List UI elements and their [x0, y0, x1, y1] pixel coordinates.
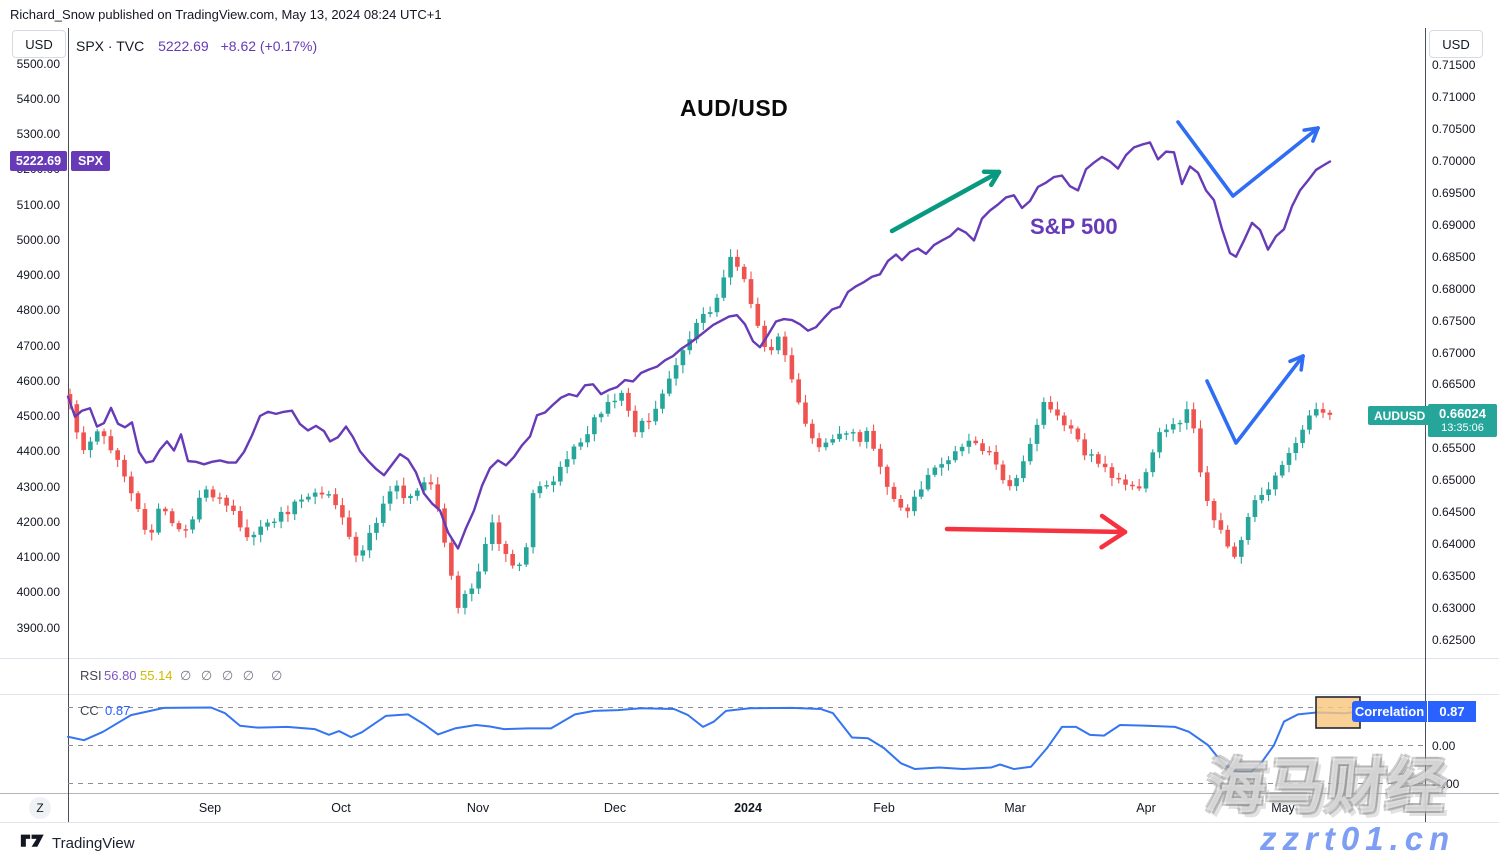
time-axis-label: May — [1271, 801, 1295, 815]
cc-label[interactable]: CC — [80, 703, 99, 718]
left-axis-tick: 5500.00 — [16, 56, 60, 71]
time-axis-label: Oct — [331, 801, 351, 815]
correlation-badge-label: Correlation — [1352, 701, 1427, 722]
left-axis-tick: 4300.00 — [16, 479, 60, 494]
rsi-empty-value-single: ∅ — [271, 668, 283, 683]
right-axis-tick: 0.67500 — [1432, 313, 1476, 328]
symbol-price: 5222.69 — [158, 38, 209, 54]
green-up-arrow — [889, 169, 1002, 234]
correlation-line — [67, 706, 1353, 774]
left-axis-tick: 4400.00 — [16, 444, 60, 459]
symbol-header[interactable]: SPX · TVC 5222.69 +8.62 (+0.17%) — [76, 38, 317, 54]
left-axis-tick: 5400.00 — [16, 91, 60, 106]
correlation-badge-value: 0.87 — [1428, 701, 1476, 722]
audusd-candles — [67, 249, 1333, 615]
left-axis-tick: 4100.00 — [16, 550, 60, 564]
right-axis-tick: 0.70500 — [1432, 121, 1476, 136]
left-axis-tick: 4500.00 — [16, 409, 60, 423]
left-axis-tick: 3900.00 — [16, 620, 60, 635]
blue-check-arrow-top — [1176, 120, 1320, 198]
right-axis-tick: 0.69000 — [1432, 217, 1476, 232]
tradingview-logo[interactable]: TradingView — [20, 831, 135, 856]
time-axis-label: Mar — [1004, 801, 1026, 815]
right-axis-tick: 0.64000 — [1432, 537, 1476, 552]
tradingview-brand-text: TradingView — [52, 835, 135, 852]
audusd-tag-badge: AUDUSD — [1368, 406, 1432, 425]
blue-check-arrow-price — [1205, 354, 1305, 445]
spx-price-badge: 5222.69 — [10, 151, 67, 171]
blue-check-arrow-top-head — [1302, 126, 1320, 132]
red-flat-arrow — [944, 526, 1128, 535]
right-axis-tick: 0.64500 — [1432, 505, 1476, 520]
time-axis-label: 2024 — [734, 801, 762, 815]
left-axis-tick: 5100.00 — [16, 197, 60, 212]
left-axis-tick: 4900.00 — [16, 268, 60, 282]
correlation-axis-tick: 0.00 — [1432, 738, 1456, 753]
time-axis-label: Apr — [1136, 801, 1156, 815]
right-axis-tick: 0.65500 — [1432, 441, 1476, 456]
right-axis-tick: 0.71500 — [1432, 58, 1476, 72]
audusd-time: 13:35:06 — [1441, 421, 1484, 434]
rsi-label[interactable]: RSI — [80, 668, 102, 683]
left-axis-tick: 5000.00 — [16, 232, 60, 247]
spx-tag-badge: SPX — [71, 151, 111, 171]
symbol-name: SPX · TVC — [76, 38, 145, 54]
right-axis-tick: 0.68000 — [1432, 281, 1476, 296]
watermark-chinese: 海马财经 — [1202, 753, 1450, 820]
right-axis-tick: 0.65000 — [1432, 473, 1476, 488]
correlation-axis-tick: -1.00 — [1432, 776, 1460, 791]
right-axis-tick: 0.68500 — [1432, 249, 1476, 264]
time-axis-label: Dec — [603, 801, 627, 815]
left-axis-tick: 4600.00 — [16, 373, 60, 388]
right-axis-tick: 0.63500 — [1432, 569, 1476, 584]
watermark-url: zzrt01.cn — [1260, 820, 1456, 857]
attribution-text: Richard_Snow published on TradingView.co… — [10, 7, 442, 22]
left-axis-tick: 4800.00 — [16, 303, 60, 318]
blue-check-arrow-price-head — [1288, 354, 1305, 364]
time-axis-label: Feb — [873, 801, 895, 815]
right-axis-tick: 0.67000 — [1432, 345, 1476, 360]
rsi-value: 56.80 — [104, 668, 137, 683]
left-axis-tick: 4000.00 — [16, 585, 60, 600]
right-axis-tick: 0.69500 — [1432, 185, 1476, 200]
pair-title-annotation: AUD/USD — [680, 95, 789, 121]
left-axis-tick: 4200.00 — [16, 514, 60, 529]
time-axis-label: Nov — [466, 801, 490, 815]
right-axis-tick: 0.66500 — [1432, 377, 1476, 392]
rsi-empty-values: ∅ ∅ ∅ ∅ — [180, 668, 258, 683]
left-axis-currency-button[interactable]: USD — [12, 30, 66, 58]
spx-line — [66, 141, 1332, 550]
tradingview-logo-icon — [20, 831, 46, 856]
audusd-price: 0.66024 — [1439, 405, 1486, 421]
left-axis-tick: 4700.00 — [16, 338, 60, 353]
right-axis-tick: 0.63000 — [1432, 601, 1476, 616]
right-axis-currency-button[interactable]: USD — [1429, 30, 1483, 58]
audusd-price-badge: 0.66024 13:35:06 — [1428, 404, 1497, 437]
left-axis-tick: 5300.00 — [16, 127, 60, 141]
symbol-change: +8.62 (+0.17%) — [220, 38, 318, 54]
blue-check-arrow-top-head — [1311, 126, 1320, 143]
right-axis-tick: 0.71000 — [1432, 89, 1476, 104]
red-flat-arrow-head — [1099, 529, 1128, 550]
spx-label-annotation: S&P 500 — [1030, 214, 1118, 239]
blue-check-arrow-price-head — [1299, 354, 1305, 372]
right-axis-tick: 0.62500 — [1432, 633, 1476, 647]
cc-value: 0.87 — [105, 703, 131, 718]
right-axis-tick: 0.70000 — [1432, 153, 1476, 168]
rsi-signal-value: 55.14 — [140, 668, 173, 683]
time-axis-label: Sep — [198, 801, 222, 815]
red-flat-arrow-head — [1099, 513, 1128, 535]
timezone-button[interactable]: Z — [29, 797, 51, 819]
